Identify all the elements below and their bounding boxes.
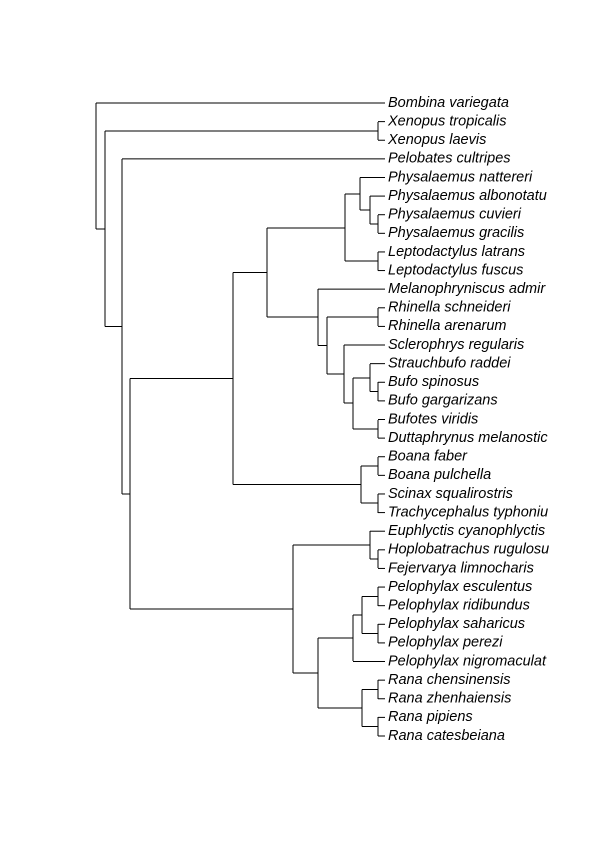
tip-label: Leptodactylus fuscus <box>388 262 523 278</box>
tip-label: Rana catesbeiana <box>388 728 505 744</box>
tip-label: Rana pipiens <box>388 709 473 725</box>
tip-label: Rana chensinensis <box>388 672 511 688</box>
tip-label: Pelophylax perezi <box>388 635 503 651</box>
tip-label: Pelophylax saharicus <box>388 616 525 632</box>
tip-label: Bufotes viridis <box>388 411 478 427</box>
tip-label: Xenopus tropicalis <box>387 113 507 129</box>
tip-label: Pelophylax esculentus <box>388 579 532 595</box>
tip-label: Physalaemus nattereri <box>388 169 533 185</box>
tip-label: Trachycephalus typhoniu <box>388 504 548 520</box>
tip-label: Hoplobatrachus rugulosu <box>388 542 549 558</box>
tip-label: Euphlyctis cyanophlyctis <box>388 523 545 539</box>
tip-label: Boana pulchella <box>388 467 491 483</box>
tip-label: Bombina variegata <box>388 95 509 111</box>
tip-label: Xenopus laevis <box>387 132 486 148</box>
tip-labels: Bombina variegata Xenopus tropicalis Xenop… <box>387 95 549 744</box>
tip-label: Pelophylax nigromaculat <box>388 653 547 669</box>
tip-label: Pelobates cultripes <box>388 151 511 167</box>
tip-label: Strauchbufo raddei <box>388 355 511 371</box>
tip-label: Physalaemus gracilis <box>388 225 524 241</box>
internal-branches <box>95 103 379 736</box>
tip-label: Duttaphrynus melanostic <box>388 430 548 446</box>
tip-label: Boana faber <box>388 449 468 465</box>
tip-label: Melanophryniscus admir <box>388 281 546 297</box>
tip-label: Scinax squalirostris <box>388 486 513 502</box>
tip-label: Leptodactylus latrans <box>388 244 525 260</box>
tip-label: Bufo spinosus <box>388 374 479 390</box>
tip-label: Rana zhenhaiensis <box>388 691 511 707</box>
tip-label: Sclerophrys regularis <box>388 337 524 353</box>
tip-label: Rhinella arenarum <box>388 318 506 334</box>
tip-label: Pelophylax ridibundus <box>388 598 530 614</box>
tip-label: Physalaemus cuvieri <box>388 207 522 223</box>
tip-label: Bufo gargarizans <box>388 393 498 409</box>
tip-label: Rhinella schneideri <box>388 300 511 316</box>
tip-label: Physalaemus albonotatu <box>388 188 547 204</box>
tip-label: Fejervarya limnocharis <box>388 560 534 576</box>
